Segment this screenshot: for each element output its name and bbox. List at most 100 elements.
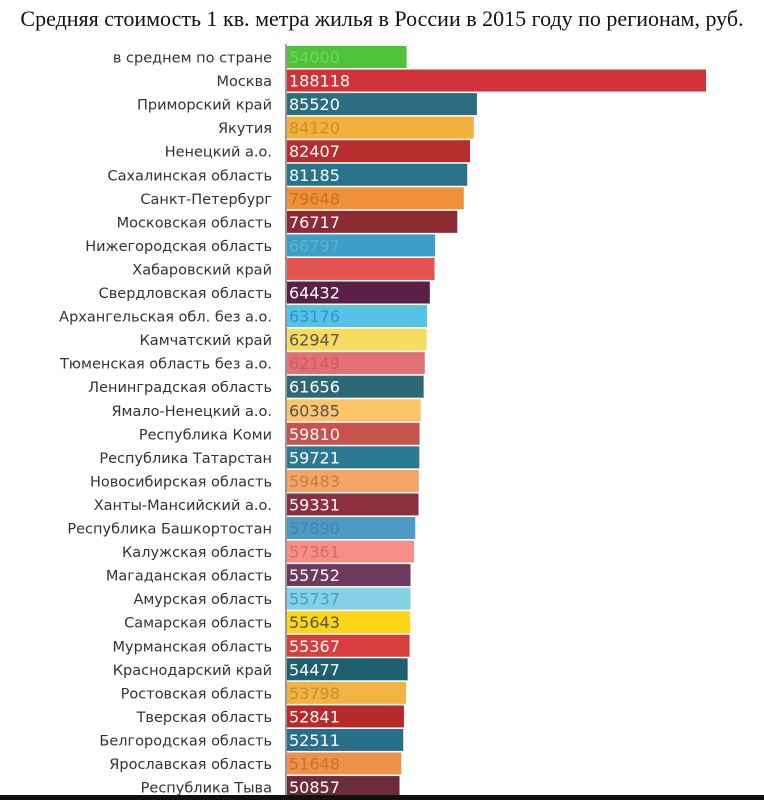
- bar: [286, 634, 410, 657]
- bar: [286, 446, 420, 469]
- bar: [286, 587, 411, 610]
- bar: [286, 116, 474, 139]
- bar: [286, 752, 402, 775]
- value-label: 59810: [289, 425, 340, 444]
- bar: [286, 422, 420, 445]
- category-label: Санкт-Петербург: [140, 192, 272, 208]
- category-label: Московская область: [117, 215, 272, 231]
- value-labels: 54000 188118 85520 84120 82407 81185 79648 7671…: [289, 48, 350, 797]
- value-label: 54477: [289, 660, 340, 679]
- category-label: Ненецкий а.о.: [165, 145, 272, 161]
- category-label: Сахалинская область: [107, 168, 272, 184]
- bar: [286, 257, 435, 280]
- value-label: 66797: [289, 236, 340, 255]
- category-label: Краснодарский край: [113, 663, 272, 679]
- value-label: 63176: [289, 307, 340, 326]
- value-label: 81185: [289, 166, 340, 185]
- value-label: 59331: [289, 495, 340, 514]
- category-label: Белгородская область: [99, 733, 272, 749]
- bar: [286, 493, 419, 516]
- value-label: 82407: [289, 142, 340, 161]
- bar: [286, 776, 400, 799]
- bars: [286, 46, 706, 799]
- category-label: Ямало-Ненецкий а.о.: [111, 404, 272, 420]
- bar: [286, 611, 411, 634]
- bar: [286, 93, 477, 116]
- value-label: 53798: [289, 684, 340, 703]
- value-label: 52841: [289, 707, 340, 726]
- value-label: 55737: [289, 590, 340, 609]
- bar: [286, 46, 407, 68]
- value-label: 57890: [289, 519, 340, 538]
- bar: [286, 163, 468, 186]
- category-label: Нижегородская область: [85, 239, 272, 255]
- value-label: 59721: [289, 448, 340, 467]
- bar: [286, 328, 427, 351]
- value-label: 54000: [289, 48, 340, 67]
- category-label: Республика Башкортостан: [67, 522, 272, 538]
- bar: [286, 352, 425, 375]
- value-label: 57361: [289, 543, 340, 562]
- category-label: Камчатский край: [140, 333, 272, 349]
- value-label: 59483: [289, 472, 340, 491]
- category-label: Республика Татарстан: [99, 451, 272, 467]
- value-label: 188118: [289, 72, 350, 91]
- category-label: Амурская область: [133, 592, 272, 608]
- bar: [286, 564, 411, 587]
- value-label: 79648: [289, 189, 340, 208]
- category-label: Самарская область: [124, 616, 272, 632]
- category-label: Республика Тыва: [141, 781, 272, 797]
- category-label: Ростовская область: [121, 686, 272, 702]
- category-label: Приморский край: [137, 98, 272, 114]
- bar: [286, 399, 421, 422]
- value-label: 55367: [289, 637, 340, 656]
- chart-title: Средняя стоимость 1 кв. метра жилья в Ро…: [20, 6, 744, 31]
- value-label: 66533: [289, 260, 340, 279]
- category-label: в среднем по стране: [113, 51, 272, 67]
- category-label: Архангельская обл. без а.о.: [59, 310, 272, 326]
- bar: [286, 281, 430, 304]
- category-label: Тверская область: [136, 710, 272, 726]
- value-label: 64432: [289, 284, 340, 303]
- value-label: 62149: [289, 354, 340, 373]
- bar: [286, 681, 407, 704]
- category-label: Ханты-Мансийский а.о.: [94, 498, 272, 514]
- bar: [286, 234, 436, 257]
- category-label: Тюменская область без а.о.: [59, 357, 272, 373]
- bar: [286, 140, 470, 163]
- bar: [286, 210, 458, 233]
- value-label: 55643: [289, 613, 340, 632]
- value-label: 52511: [289, 731, 340, 750]
- value-label: 61656: [289, 378, 340, 397]
- category-label: Хабаровский край: [132, 262, 272, 278]
- bar: [286, 658, 408, 681]
- bar: [286, 375, 424, 398]
- bar: [286, 305, 428, 328]
- value-label: 60385: [289, 401, 340, 420]
- category-labels: в среднем по стране Москва Приморский край…: [59, 51, 272, 797]
- category-label: Ленинградская область: [88, 380, 272, 396]
- value-label: 51648: [289, 755, 340, 774]
- category-label: Якутия: [218, 121, 272, 137]
- bar: [286, 69, 706, 92]
- category-label: Москва: [216, 74, 272, 90]
- category-label: Калужская область: [122, 545, 272, 561]
- value-label: 85520: [289, 95, 340, 114]
- category-label: Республика Коми: [139, 427, 272, 443]
- value-label: 76717: [289, 213, 340, 232]
- value-label: 62947: [289, 331, 340, 350]
- bar: [286, 705, 404, 728]
- category-label: Ярославская область: [109, 757, 272, 773]
- bar: [286, 728, 404, 751]
- value-label: 55752: [289, 566, 340, 585]
- bar: [286, 517, 416, 539]
- bar: [286, 187, 464, 210]
- category-label: Мурманская область: [113, 639, 272, 655]
- bar: [286, 469, 419, 492]
- category-label: Свердловская область: [99, 286, 272, 302]
- value-label: 50857: [289, 778, 340, 797]
- category-label: Новосибирская область: [90, 474, 272, 490]
- bar: [286, 540, 415, 563]
- bottom-rule: [0, 795, 764, 800]
